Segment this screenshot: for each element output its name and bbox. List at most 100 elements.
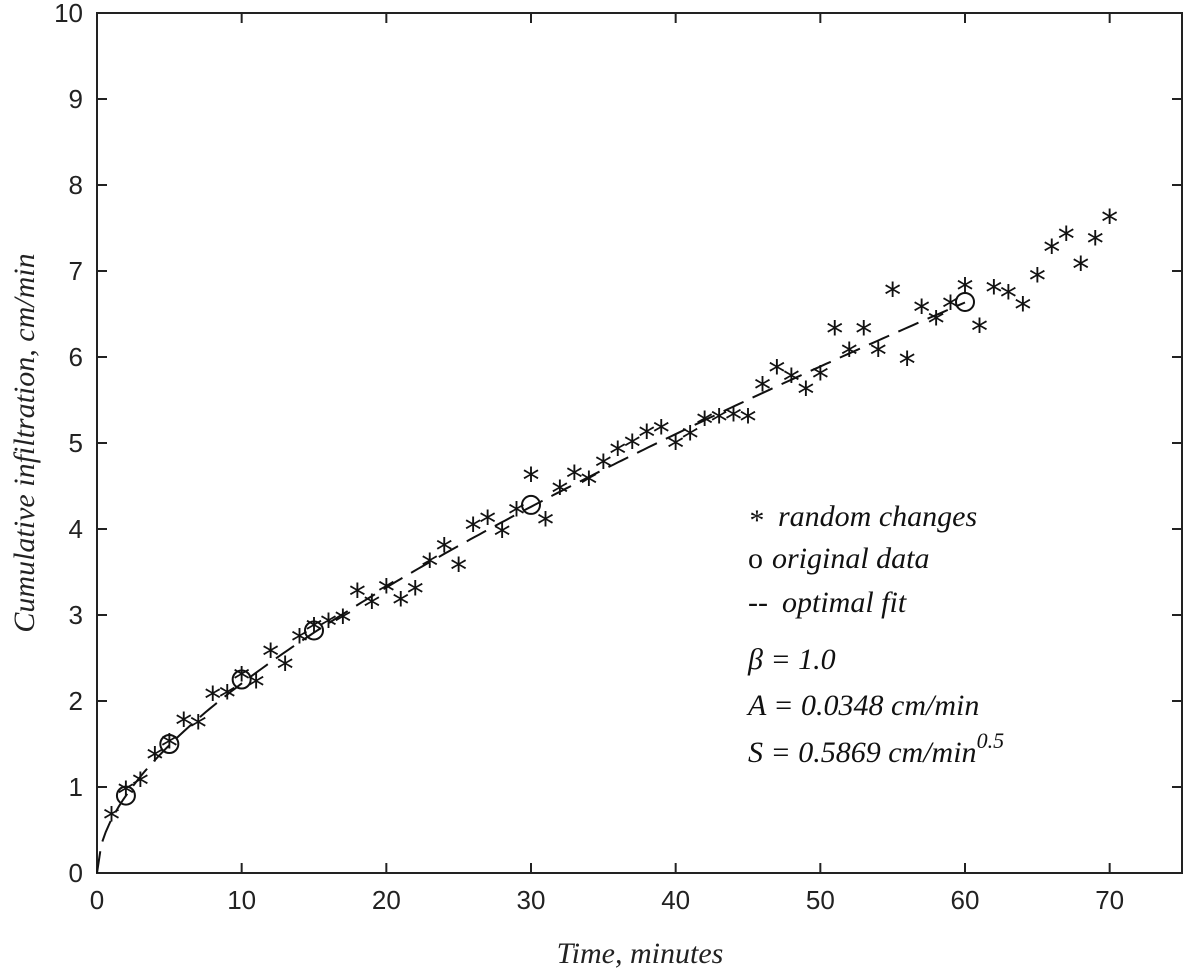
- x-tick-label: 30: [517, 885, 546, 915]
- random-change-point: *: [291, 622, 308, 662]
- random-change-point: *: [146, 740, 163, 780]
- random-change-point: *: [696, 405, 713, 445]
- random-change-point: *: [436, 531, 453, 571]
- legend-fit-label: optimal fit: [782, 586, 907, 619]
- legend-original-label: original data: [772, 542, 930, 575]
- random-change-point: *: [899, 344, 916, 384]
- x-tick-label: 0: [90, 885, 104, 915]
- random-change-point: *: [566, 459, 583, 499]
- random-change-point: *: [190, 708, 207, 748]
- random-change-point: *: [725, 400, 742, 440]
- y-tick-label: 8: [69, 170, 83, 200]
- x-tick-label: 20: [372, 885, 401, 915]
- random-change-point: *: [117, 774, 134, 814]
- y-tick-label: 2: [69, 686, 83, 716]
- annotation-S-main: S = 0.5869 cm/min: [748, 736, 977, 769]
- random-change-point: *: [595, 448, 612, 488]
- annotation-A: A = 0.0348 cm/min: [746, 689, 979, 722]
- random-change-point: *: [682, 419, 699, 459]
- x-tick-label: 60: [951, 885, 980, 915]
- random-change-point: *: [884, 276, 901, 316]
- random-change-point: *: [1087, 224, 1104, 264]
- y-tick-label: 9: [69, 84, 83, 114]
- random-change-point: *: [262, 637, 279, 677]
- random-change-point: *: [132, 766, 149, 806]
- y-tick-label: 7: [69, 256, 83, 286]
- random-change-point: *: [103, 800, 120, 840]
- random-change-point: *: [826, 314, 843, 354]
- y-tick-label: 5: [69, 428, 83, 458]
- random-change-point: *: [277, 650, 294, 690]
- original-data-point: [159, 734, 180, 754]
- random-change-point: *: [1072, 250, 1089, 290]
- random-change-point: *: [465, 510, 482, 550]
- annotation-S-exponent: 0.5: [977, 728, 1005, 753]
- original-data-point: [521, 494, 541, 515]
- random-change-point: *: [942, 288, 959, 328]
- original-data-layer: [115, 291, 975, 806]
- random-change-point: *: [1029, 261, 1046, 301]
- random-change-point: *: [1101, 202, 1118, 242]
- y-tick-label: 10: [54, 0, 83, 28]
- x-tick-label: 40: [661, 885, 690, 915]
- x-axis-ticks: 0 10 20 30 40 50 60 70: [90, 13, 1124, 915]
- random-change-point: *: [783, 362, 800, 402]
- x-tick-label: 70: [1095, 885, 1124, 915]
- random-change-point: *: [219, 678, 236, 718]
- random-change-point: *: [667, 429, 684, 469]
- random-change-point: *: [334, 602, 351, 642]
- random-change-point: *: [306, 611, 323, 651]
- random-change-point: *: [494, 516, 511, 556]
- random-change-point: *: [624, 428, 641, 468]
- random-change-point: *: [1000, 278, 1017, 318]
- random-change-point: *: [1043, 233, 1060, 273]
- random-change-point: *: [349, 577, 366, 617]
- y-tick-label: 4: [69, 514, 83, 544]
- random-change-point: *: [233, 660, 250, 700]
- random-change-point: *: [248, 667, 265, 707]
- y-axis-title: Cumulative infiltration, cm/min: [8, 253, 41, 632]
- optimal-fit-line: [96, 301, 966, 874]
- random-change-point: *: [421, 546, 438, 586]
- original-data-point: [955, 291, 975, 312]
- random-change-point: *: [378, 572, 395, 612]
- legend-random-symbol: *: [748, 504, 763, 537]
- random-change-point: *: [523, 460, 540, 500]
- y-tick-label: 0: [69, 858, 83, 888]
- random-change-point: *: [870, 336, 887, 376]
- random-change-point: *: [609, 435, 626, 475]
- random-change-point: *: [392, 585, 409, 625]
- y-tick-label: 1: [69, 772, 83, 802]
- random-change-point: *: [551, 473, 568, 513]
- random-change-point: *: [928, 304, 945, 344]
- random-change-point: *: [1058, 220, 1075, 260]
- y-tick-label: 6: [69, 342, 83, 372]
- random-change-point: *: [537, 505, 554, 545]
- random-change-point: *: [407, 574, 424, 614]
- random-changes-layer: ****************************************…: [103, 202, 1118, 840]
- random-change-point: *: [797, 374, 814, 414]
- random-change-point: *: [580, 465, 597, 505]
- random-change-point: *: [754, 370, 771, 410]
- annotation-S: S = 0.5869 cm/min0.5: [748, 728, 1004, 769]
- legend: * random changes o original data -- opti…: [748, 500, 977, 619]
- random-change-point: *: [855, 314, 872, 354]
- random-change-point: *: [638, 417, 655, 457]
- y-tick-label: 3: [69, 600, 83, 630]
- random-change-point: *: [320, 607, 337, 647]
- legend-original-symbol: o: [748, 542, 763, 575]
- random-change-point: *: [711, 402, 728, 442]
- random-change-point: *: [971, 312, 988, 352]
- random-change-point: *: [841, 336, 858, 376]
- legend-random-label: random changes: [778, 500, 977, 533]
- x-tick-label: 50: [806, 885, 835, 915]
- original-data-point: [115, 785, 136, 806]
- random-change-point: *: [1014, 290, 1031, 330]
- random-change-point: *: [450, 551, 467, 591]
- original-data-point: [304, 620, 324, 641]
- random-change-point: *: [812, 359, 829, 399]
- x-tick-label: 10: [227, 885, 256, 915]
- optimal-fit-layer: [96, 301, 966, 874]
- annotation-beta: β = 1.0: [747, 643, 836, 676]
